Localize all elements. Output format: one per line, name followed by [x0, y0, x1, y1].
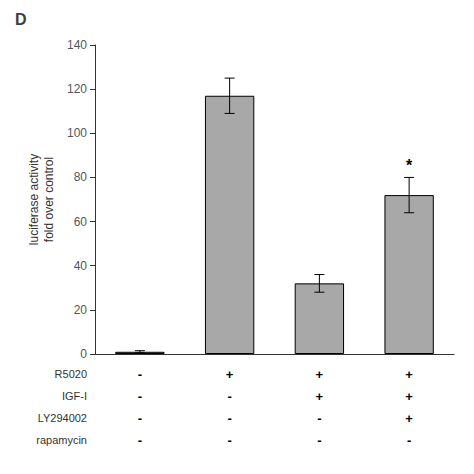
svg-text:-: - — [317, 411, 321, 426]
svg-text:+: + — [226, 367, 234, 382]
svg-text:+: + — [405, 411, 413, 426]
svg-text:0: 0 — [80, 347, 87, 361]
svg-text:R5020: R5020 — [55, 368, 87, 380]
svg-text:LY294002: LY294002 — [38, 412, 87, 424]
svg-text:-: - — [317, 433, 321, 448]
svg-text:-: - — [138, 433, 142, 448]
svg-text:+: + — [316, 367, 324, 382]
svg-text:rapamycin: rapamycin — [36, 434, 87, 446]
svg-text:-: - — [138, 411, 142, 426]
svg-text:-: - — [227, 389, 231, 404]
svg-text:+: + — [316, 389, 324, 404]
svg-text:-: - — [138, 389, 142, 404]
svg-text:-: - — [407, 433, 411, 448]
svg-text:40: 40 — [74, 259, 88, 273]
svg-text:20: 20 — [74, 303, 88, 317]
svg-text:60: 60 — [74, 215, 88, 229]
svg-text:+: + — [405, 389, 413, 404]
svg-text:D: D — [15, 11, 27, 28]
svg-text:fold over control: fold over control — [42, 157, 56, 242]
svg-text:-: - — [227, 411, 231, 426]
svg-text:100: 100 — [67, 126, 87, 140]
svg-text:140: 140 — [67, 38, 87, 52]
svg-text:-: - — [138, 367, 142, 382]
svg-text:-: - — [227, 433, 231, 448]
svg-text:*: * — [406, 157, 413, 174]
svg-text:IGF-I: IGF-I — [62, 390, 87, 402]
svg-text:120: 120 — [67, 82, 87, 96]
svg-text:luciferase activity: luciferase activity — [27, 154, 41, 245]
svg-text:80: 80 — [74, 170, 88, 184]
svg-text:+: + — [405, 367, 413, 382]
